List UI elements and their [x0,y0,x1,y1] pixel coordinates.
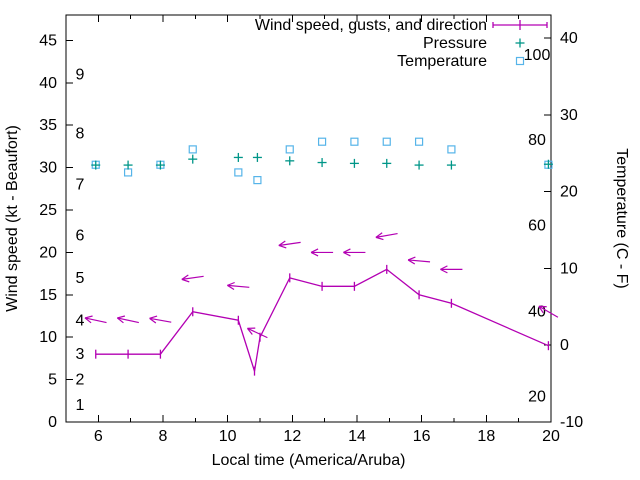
legend-label: Pressure [423,35,487,52]
y-axis-left: 0 5 10 15 20 25 30 35 40 45 Wind speed (kt - Beauf… [4,32,73,431]
wind-direction-arrow [407,256,431,265]
x-tick-label: 8 [159,428,168,445]
beaufort-label: 9 [76,66,85,83]
y-left-tick-label: 25 [39,202,57,219]
y-right-tick-label: -10 [560,414,583,431]
beaufort-label: 3 [76,346,85,363]
legend-item-wind_speed: Wind speed, gusts, and direction [255,17,548,34]
x-axis: 6 8 10 12 14 16 18 20 Local time (America/Aruba) [94,15,560,469]
wind-direction-arrow [375,232,398,241]
wind-direction-arrow [149,315,172,324]
wind-direction-arrow [181,274,204,283]
y-left-tick-label: 20 [39,244,57,261]
wind-gusts-series [84,232,559,339]
y-left-tick-label: 5 [48,372,57,389]
beaufort-label: 5 [76,270,85,287]
y-right-tick-label: 0 [560,337,569,354]
legend-label: Wind speed, gusts, and direction [255,17,487,34]
x-tick-label: 10 [219,428,237,445]
y-left-tick-label: 35 [39,117,57,134]
x-tick-label: 6 [94,428,103,445]
y-right-axis-label: Temperature (C - F) [613,148,630,288]
pressure-series [91,152,553,170]
legend-item-temperature: Temperature [397,53,525,70]
x-axis-label: Local time (America/Aruba) [212,452,406,469]
y-axis-right: -10 0 10 20 30 40 Temperature (C - F) [544,30,630,431]
y-right-tick-label: 10 [560,260,578,277]
y-left-tick-label: 15 [39,287,57,304]
x-tick-label: 16 [413,428,431,445]
fahrenheit-label: 80 [528,132,546,149]
legend-item-pressure: Pressure [423,35,525,52]
y-right-tick-label: 30 [560,107,578,124]
x-tick-label: 12 [283,428,301,445]
beaufort-label: 2 [76,372,85,389]
y-left-tick-label: 40 [39,75,57,92]
y-left-tick-label: 10 [39,329,57,346]
y-left-tick-label: 0 [48,414,57,431]
wind-direction-arrow [116,315,139,324]
wind-direction-arrow [343,248,366,257]
y-right-tick-label: 20 [560,184,578,201]
fahrenheit-label: 60 [528,217,546,234]
legend-label: Temperature [397,53,487,70]
legend: Wind speed, gusts, and directionPressure… [255,17,548,70]
beaufort-label: 4 [76,312,85,329]
y-left-tick-label: 45 [39,32,57,49]
beaufort-label: 8 [76,126,85,143]
wind-direction-arrow [84,315,107,324]
wind-direction-arrow [278,240,301,249]
wind-direction-arrow [246,327,268,339]
y-right-tick-label: 40 [560,30,578,47]
x-tick-label: 14 [348,428,366,445]
y-left-tick-label: 30 [39,160,57,177]
y-left-axis-label: Wind speed (kt - Beaufort) [4,125,21,312]
x-tick-label: 20 [542,428,560,445]
fahrenheit-label: 20 [528,389,546,406]
x-tick-label: 18 [477,428,495,445]
wind-direction-arrow [538,305,559,318]
wind-direction-arrow [440,265,463,274]
beaufort-label: 6 [76,227,85,244]
fahrenheit-label: 100 [524,47,551,64]
wind-direction-arrow [310,248,334,257]
beaufort-label: 7 [76,177,85,194]
beaufort-label: 1 [76,397,85,414]
beaufort-labels: 1 2 3 4 5 6 7 8 9 [76,66,85,414]
plot-border [65,14,552,423]
wind-direction-arrow [227,281,250,290]
